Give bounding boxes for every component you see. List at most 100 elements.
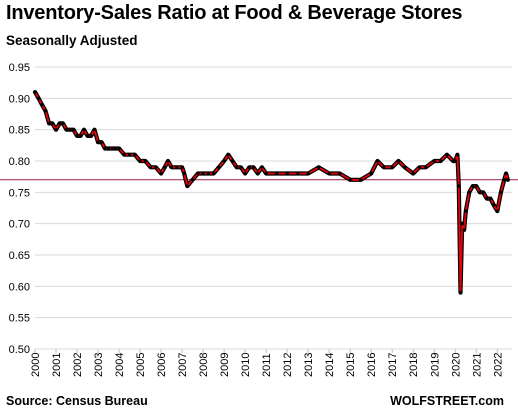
data-point xyxy=(382,165,386,169)
data-point xyxy=(504,171,508,176)
y-tick-label: 0.50 xyxy=(9,344,30,356)
data-point xyxy=(143,159,147,163)
data-point xyxy=(327,171,331,176)
data-point xyxy=(175,165,179,169)
y-tick-label: 0.95 xyxy=(9,62,30,74)
data-point xyxy=(317,165,321,169)
data-point xyxy=(348,178,352,182)
x-tick-label: 2011 xyxy=(261,353,273,377)
chart-title: Inventory-Sales Ratio at Food & Beverage… xyxy=(6,2,463,24)
data-point xyxy=(117,146,121,151)
data-point xyxy=(75,134,79,138)
data-point xyxy=(159,171,163,176)
data-point xyxy=(467,190,471,194)
data-point xyxy=(217,165,221,169)
x-tick-label: 2014 xyxy=(324,353,336,377)
data-point xyxy=(239,165,243,169)
plot-area xyxy=(32,90,510,295)
data-point xyxy=(185,184,189,188)
data-point xyxy=(275,171,279,176)
data-point xyxy=(40,103,44,107)
x-tick-label: 2016 xyxy=(366,353,378,377)
data-point xyxy=(138,159,142,163)
x-tick-label: 2001 xyxy=(51,353,63,377)
data-point xyxy=(58,121,62,125)
data-point xyxy=(375,159,380,163)
x-tick-label: 2020 xyxy=(450,353,462,377)
data-point xyxy=(411,171,415,176)
data-point xyxy=(264,171,268,176)
data-point xyxy=(163,165,167,169)
x-tick-label: 2022 xyxy=(492,353,504,377)
data-point xyxy=(166,159,170,163)
data-point xyxy=(212,171,216,176)
data-point xyxy=(424,165,428,169)
x-tick-label: 2005 xyxy=(135,353,147,377)
data-point xyxy=(243,171,247,176)
x-tick-label: 2015 xyxy=(345,353,357,377)
data-point xyxy=(474,184,478,188)
x-tick-label: 2002 xyxy=(72,353,84,377)
data-point xyxy=(71,128,76,132)
data-point xyxy=(33,90,37,94)
data-point xyxy=(100,140,104,144)
data-point xyxy=(495,209,499,213)
x-tick-label: 2018 xyxy=(408,353,420,377)
x-tick-label: 2007 xyxy=(177,353,189,377)
data-point xyxy=(85,134,90,138)
data-point xyxy=(68,128,72,132)
data-point xyxy=(47,121,51,125)
data-point xyxy=(128,153,132,157)
data-point xyxy=(37,96,41,100)
x-tick-label: 2003 xyxy=(93,353,105,377)
data-point xyxy=(396,159,401,163)
data-point xyxy=(338,171,342,176)
data-point xyxy=(182,171,186,176)
data-point xyxy=(478,190,482,194)
data-point xyxy=(464,209,468,213)
data-point xyxy=(96,140,100,144)
data-point xyxy=(417,165,422,169)
data-point xyxy=(432,159,436,163)
data-point xyxy=(54,128,58,132)
brand-label: WOLFSTREET.com xyxy=(390,394,504,408)
data-point xyxy=(79,134,83,138)
y-tick-label: 0.75 xyxy=(9,187,30,199)
data-point xyxy=(61,121,65,125)
data-point xyxy=(471,184,475,188)
y-tick-label: 0.60 xyxy=(9,281,30,293)
x-tick-label: 2017 xyxy=(387,353,399,377)
y-tick-label: 0.70 xyxy=(9,219,30,231)
chart-subtitle: Seasonally Adjusted xyxy=(6,33,138,48)
x-tick-label: 2012 xyxy=(282,353,294,377)
data-point xyxy=(390,165,394,169)
data-point xyxy=(462,228,466,232)
data-point xyxy=(154,165,158,169)
data-point xyxy=(110,146,114,151)
data-point xyxy=(457,184,461,188)
y-tick-label: 0.80 xyxy=(9,156,30,168)
data-point xyxy=(460,222,464,226)
y-tick-label: 0.65 xyxy=(9,250,30,262)
y-tick-label: 0.85 xyxy=(9,125,30,137)
data-point xyxy=(50,121,55,125)
data-point xyxy=(103,146,107,151)
data-point xyxy=(285,171,289,176)
data-point xyxy=(481,190,485,194)
data-point xyxy=(180,165,184,169)
x-tick-label: 2010 xyxy=(240,353,252,377)
x-tick-label: 2019 xyxy=(429,353,441,377)
x-tick-label: 2006 xyxy=(156,353,168,377)
data-point xyxy=(260,165,264,169)
data-point xyxy=(170,165,174,169)
data-point xyxy=(359,178,363,182)
data-point xyxy=(43,109,48,113)
data-point xyxy=(196,171,200,176)
data-point xyxy=(445,153,449,157)
data-point xyxy=(306,171,310,176)
x-tick-label: 2013 xyxy=(303,353,315,377)
data-point xyxy=(64,128,69,132)
data-point xyxy=(485,197,489,201)
data-point xyxy=(230,159,235,163)
